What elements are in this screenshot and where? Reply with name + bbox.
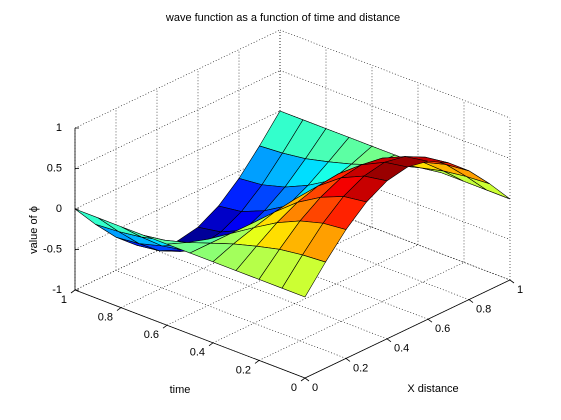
- z-tick-label: 0.5: [47, 162, 62, 174]
- grid-line: [74, 29, 281, 129]
- y-tick: [300, 377, 306, 382]
- grid-line: [166, 226, 373, 326]
- surface-patch: [281, 254, 326, 298]
- x-tick-label: 0.2: [353, 362, 368, 374]
- grid-line: [156, 250, 388, 340]
- x-axis: [304, 279, 511, 379]
- z-tick-label: -0.5: [43, 243, 62, 255]
- x-tick-label: 1: [517, 284, 523, 296]
- y-tick-label: 0.8: [98, 312, 113, 324]
- x-tick: [345, 358, 351, 362]
- y-tick-label: 0.6: [144, 329, 159, 341]
- y-axis-label: time: [170, 384, 191, 396]
- y-tick-label: 0.2: [236, 364, 251, 376]
- grid-line: [279, 29, 511, 119]
- x-axis-label: X distance: [407, 383, 458, 395]
- z-tick-label: 1: [56, 122, 62, 134]
- x-tick-label: 0.6: [435, 323, 450, 335]
- grid-line: [115, 270, 347, 359]
- grid-line: [279, 191, 511, 281]
- y-tick: [70, 289, 76, 294]
- x-tick-label: 0.4: [394, 343, 409, 355]
- grid-line: [74, 110, 281, 210]
- x-tick: [509, 279, 515, 284]
- y-axis: [74, 289, 306, 379]
- x-tick: [304, 377, 310, 382]
- x-tick: [468, 299, 474, 303]
- y-tick: [116, 307, 122, 311]
- grid-line: [212, 244, 419, 344]
- y-tick: [254, 360, 260, 364]
- grid-line: [279, 70, 511, 159]
- y-tick-label: 0.4: [190, 347, 205, 359]
- z-tick-label: 0: [56, 203, 62, 215]
- y-tick-label: 0: [291, 382, 297, 394]
- z-tick-label: -1: [52, 284, 62, 296]
- grid-line: [238, 211, 470, 300]
- y-tick: [162, 324, 168, 329]
- grid-line: [258, 262, 465, 361]
- y-tick-label: 1: [61, 294, 67, 306]
- x-tick-label: 0.8: [476, 304, 491, 316]
- y-tick: [208, 342, 214, 347]
- chart-title: wave function as a function of time and …: [165, 12, 400, 24]
- z-axis-label: value of ϕ: [28, 206, 40, 254]
- x-tick: [386, 338, 392, 343]
- grid-line: [279, 151, 511, 240]
- x-tick-label: 0: [312, 382, 318, 394]
- x-tick: [427, 318, 433, 323]
- grid-line: [74, 70, 281, 169]
